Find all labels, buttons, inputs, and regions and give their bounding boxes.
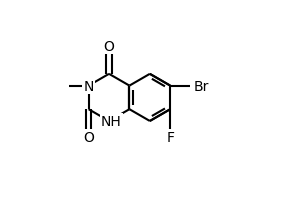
Text: Br: Br <box>193 79 208 93</box>
Text: N: N <box>83 79 94 93</box>
Text: F: F <box>166 131 174 145</box>
Text: O: O <box>103 40 114 54</box>
Text: O: O <box>83 130 94 144</box>
Text: NH: NH <box>101 114 122 128</box>
